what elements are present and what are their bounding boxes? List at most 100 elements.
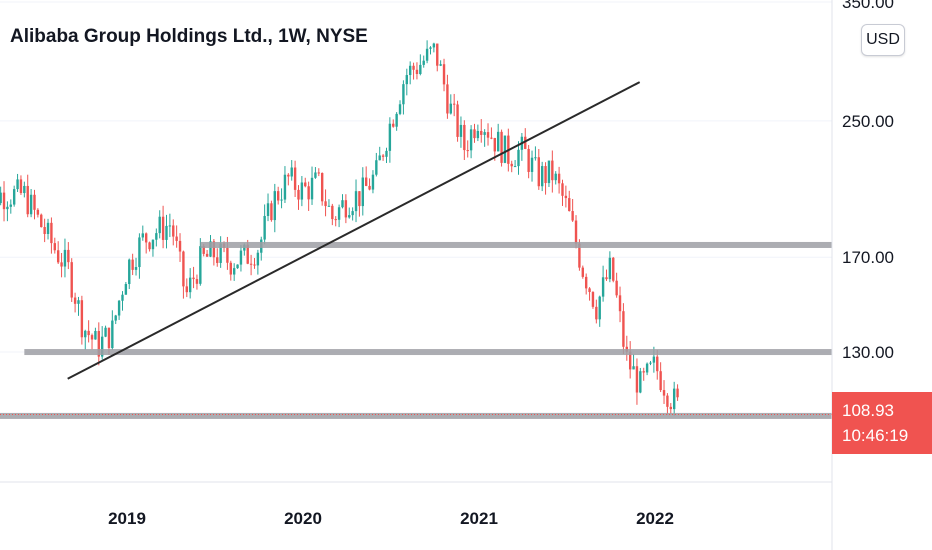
candle-body (524, 136, 527, 149)
candle-body (645, 363, 649, 373)
candle-body (317, 172, 320, 174)
candle-body (463, 124, 466, 151)
candle-body (73, 297, 77, 304)
candle-body (419, 64, 422, 75)
candle-body (429, 47, 432, 49)
candle-body (236, 264, 239, 269)
candle-body (155, 233, 158, 240)
candle-body (595, 306, 598, 320)
candle-body (144, 233, 148, 243)
candle-body (232, 268, 236, 275)
horizontal-levels[interactable] (0, 241, 833, 419)
candle-body (344, 200, 348, 218)
candle-body (537, 157, 540, 187)
candle-body (114, 315, 117, 321)
horizontal-level-line[interactable] (200, 241, 833, 248)
candle-body (117, 300, 121, 316)
candle-body (297, 189, 300, 200)
bar-countdown-label: 10:46:19 (842, 426, 909, 445)
candle-body (53, 243, 56, 251)
candle-body (202, 246, 205, 254)
candle-body (36, 209, 40, 215)
x-tick-label: 2019 (108, 509, 146, 528)
candle-body (662, 390, 666, 396)
candle-body (412, 65, 415, 70)
candle-body (628, 351, 632, 370)
candle-body (408, 65, 412, 76)
candle-body (422, 60, 425, 65)
candle-body (480, 130, 483, 135)
horizontal-level-line[interactable] (0, 412, 832, 419)
y-tick-label: 250.00 (842, 112, 894, 131)
candle-body (358, 191, 361, 207)
candle-body (331, 205, 334, 220)
candle-body (226, 247, 229, 263)
candle-body (557, 173, 561, 184)
candle-body (60, 262, 63, 267)
candle-body (652, 356, 656, 363)
y-tick-label: 130.00 (842, 343, 894, 362)
time-axis[interactable]: 2019 2020 2021 2022 (108, 509, 674, 528)
candle-body (67, 249, 70, 263)
horizontal-level-line[interactable] (24, 349, 833, 356)
candle-body (253, 264, 256, 266)
candle-body (486, 132, 490, 138)
candle-body (216, 257, 219, 263)
last-price-label: 108.93 (842, 401, 894, 420)
candle-body (554, 173, 557, 181)
candle-body (209, 241, 212, 257)
price-axis[interactable]: 350.00 250.00 170.00 130.00 (842, 0, 894, 362)
candle-body (43, 227, 46, 234)
candle-body (398, 104, 402, 114)
candle-body (188, 277, 192, 293)
candle-body (131, 259, 134, 270)
candle-body (107, 327, 111, 349)
candle-body (161, 216, 165, 240)
candle-body (395, 113, 398, 127)
candle-body (29, 194, 33, 215)
candle-body (466, 150, 469, 152)
y-tick-label: 350.00 (842, 0, 894, 12)
candle-body (659, 371, 662, 391)
candle-body (33, 194, 36, 210)
candle-body (310, 177, 314, 200)
candle-body (500, 131, 503, 163)
candle-body (94, 330, 97, 340)
candle-body (639, 371, 642, 393)
candle-body (483, 132, 486, 135)
candle-body (432, 43, 436, 48)
candle-body (591, 292, 595, 307)
candle-body (300, 182, 304, 200)
candle-body (273, 191, 276, 221)
currency-button[interactable]: USD (861, 24, 905, 56)
candle-body (276, 191, 280, 201)
candle-body (490, 137, 493, 139)
candle-body (9, 204, 12, 207)
candle-body (50, 222, 53, 244)
symbol-title[interactable]: Alibaba Group Holdings Ltd., 1W, NYSE (10, 26, 368, 47)
candle-body (618, 295, 622, 312)
candle-body (16, 179, 19, 190)
trend-line-group[interactable] (67, 81, 641, 380)
candle-body (527, 148, 530, 172)
candle-body (436, 43, 439, 66)
candle-body (635, 366, 639, 393)
candle-body (568, 198, 571, 212)
candle-body (182, 251, 185, 287)
candle-body (304, 182, 307, 187)
candle-body (368, 185, 371, 190)
x-tick-label: 2021 (460, 509, 498, 528)
candle-body (104, 327, 107, 337)
candle-body (378, 155, 381, 161)
candle-body (6, 206, 9, 210)
candle-body (513, 166, 517, 168)
x-tick-label: 2020 (284, 509, 322, 528)
candle-body (601, 277, 605, 297)
candle-body (307, 186, 310, 200)
trend-line[interactable] (67, 81, 641, 380)
candle-body (666, 395, 669, 407)
candle-body (0, 192, 2, 204)
candle-body (649, 362, 652, 364)
